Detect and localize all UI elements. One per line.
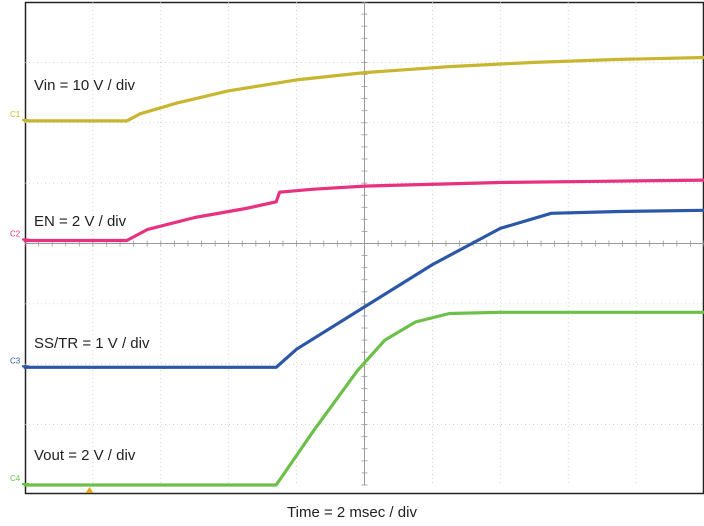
- ground-markers: C1 C2 C3 C4: [10, 110, 94, 493]
- trace-c1: [23, 55, 704, 123]
- channel-marker-c2: C2: [10, 229, 21, 238]
- channel-marker-c4: C4: [10, 474, 21, 483]
- channel-marker-c1: C1: [10, 110, 21, 119]
- trace-c2: [23, 178, 704, 243]
- trace-c3: [23, 208, 704, 369]
- channel-marker-c3: C3: [10, 356, 21, 365]
- grid: [24, 1, 704, 486]
- trace-label-c4: Vout = 2 V / div: [34, 447, 136, 464]
- trace-labels: Vin = 10 V / div EN = 2 V / div SS/TR = 1 …: [34, 77, 150, 464]
- trace-label-c2: EN = 2 V / div: [34, 213, 127, 230]
- traces: [23, 55, 704, 487]
- trace-label-c3: SS/TR = 1 V / div: [34, 335, 150, 352]
- trace-label-c1: Vin = 10 V / div: [34, 77, 136, 94]
- x-axis-label: Time = 2 msec / div: [287, 504, 417, 521]
- trigger-marker-icon: [85, 487, 94, 493]
- trace-c4: [23, 310, 704, 487]
